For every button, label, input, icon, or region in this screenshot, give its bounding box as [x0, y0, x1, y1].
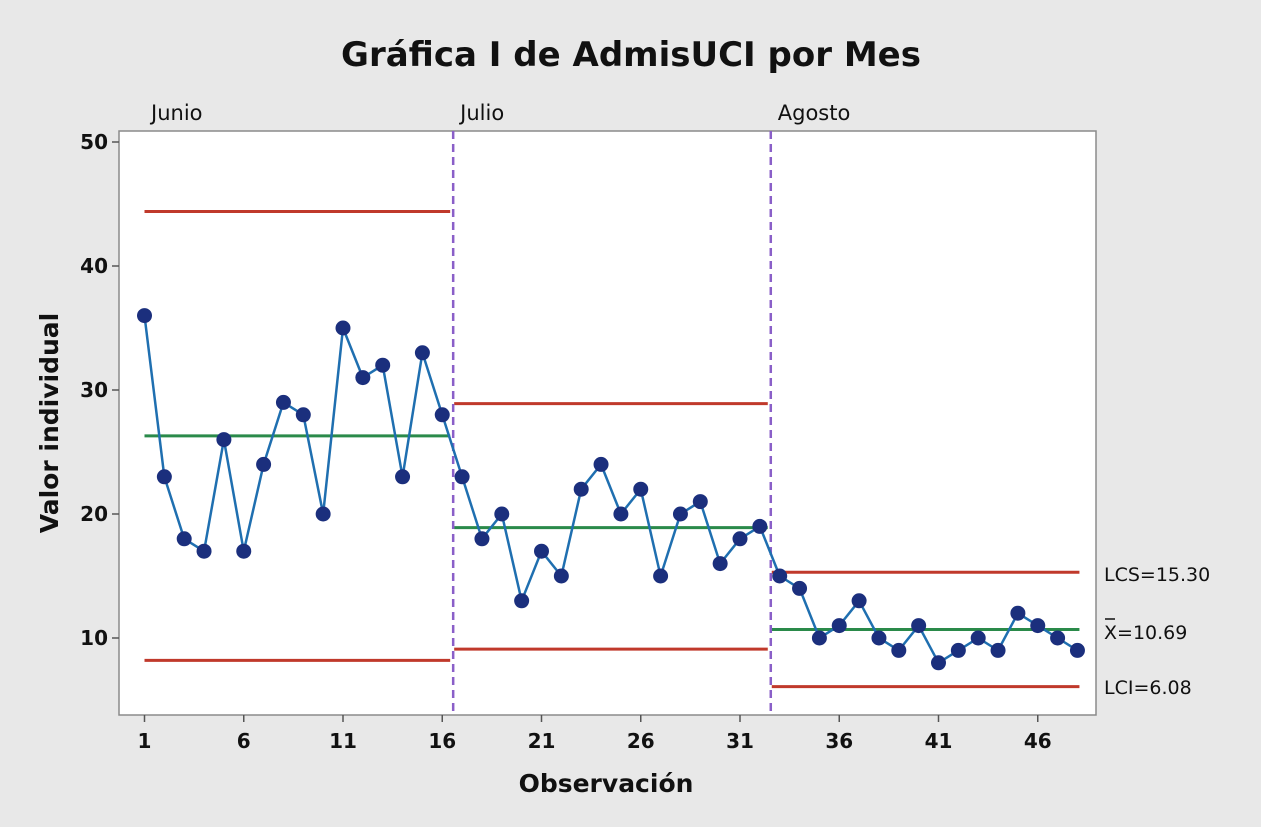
x-tick-label-26: 26: [627, 729, 655, 753]
data-series: [137, 308, 1085, 671]
data-point-5: [216, 432, 232, 448]
data-point-23: [573, 481, 589, 497]
data-point-29: [692, 494, 708, 510]
data-point-2: [156, 469, 172, 485]
data-point-13: [375, 357, 391, 373]
data-point-14: [395, 469, 411, 485]
data-point-26: [633, 481, 649, 497]
data-point-36: [831, 618, 847, 634]
y-tick-label-40: 40: [80, 254, 108, 278]
chart-title: Gráfica I de AdmisUCI por Mes: [341, 35, 921, 75]
data-point-47: [1050, 630, 1066, 646]
y-tick-label-30: 30: [80, 378, 108, 402]
data-point-11: [335, 320, 351, 336]
data-point-43: [970, 630, 986, 646]
data-point-19: [494, 506, 510, 522]
data-point-41: [931, 655, 946, 671]
x-tick-label-6: 6: [237, 729, 251, 753]
data-point-38: [871, 630, 887, 646]
data-point-48: [1069, 642, 1085, 658]
y-tick-label-10: 10: [80, 626, 108, 650]
x-tick-label-46: 46: [1024, 729, 1052, 753]
y-tick-label-50: 50: [80, 130, 108, 154]
control-limits: [144, 131, 1080, 715]
data-point-7: [256, 456, 272, 472]
data-point-6: [236, 543, 252, 559]
y-axis-label: Valor individual: [35, 313, 64, 533]
data-point-28: [672, 506, 688, 522]
data-point-22: [553, 568, 569, 584]
x-tick-label-11: 11: [329, 729, 357, 753]
x-axis-label: Observación: [519, 769, 694, 798]
limit-labels: LCS=15.30 X=10.69 LCI=6.08: [1104, 564, 1210, 699]
data-point-33: [772, 568, 788, 584]
mean-value: =10.69: [1117, 622, 1187, 644]
data-point-32: [752, 518, 768, 534]
ucl-label: LCS=15.30: [1104, 564, 1210, 586]
data-point-21: [534, 543, 549, 559]
data-point-35: [811, 630, 827, 646]
x-tick-label-31: 31: [726, 729, 754, 753]
mean-symbol: X: [1104, 622, 1117, 644]
data-point-37: [851, 593, 867, 609]
data-point-24: [593, 456, 609, 472]
data-point-44: [990, 642, 1006, 658]
data-point-39: [891, 642, 907, 658]
data-point-40: [911, 618, 927, 634]
x-tick-label-16: 16: [428, 729, 456, 753]
data-point-45: [1010, 605, 1026, 621]
data-point-31: [732, 531, 748, 547]
mean-label-group: X=10.69: [1104, 618, 1187, 644]
data-point-17: [454, 469, 470, 485]
data-point-30: [712, 556, 728, 572]
phase-label-junio: Junio: [149, 101, 203, 125]
data-point-20: [514, 593, 530, 609]
data-point-1: [137, 308, 152, 324]
data-point-25: [613, 506, 629, 522]
x-tick-label-21: 21: [528, 729, 556, 753]
data-point-15: [414, 345, 430, 361]
y-tick-label-20: 20: [80, 502, 108, 526]
x-tick-label-1: 1: [138, 729, 152, 753]
lcl-label: LCI=6.08: [1104, 677, 1192, 699]
data-point-4: [196, 543, 212, 559]
phase-label-julio: Julio: [458, 101, 504, 125]
data-point-46: [1030, 618, 1046, 634]
data-point-12: [355, 370, 371, 386]
phase-label-agosto: Agosto: [778, 101, 851, 125]
phase-labels: Junio Julio Agosto: [149, 101, 850, 125]
data-point-18: [474, 531, 490, 547]
mean-label: X=10.69: [1104, 622, 1187, 644]
data-point-3: [176, 531, 192, 547]
x-tick-label-36: 36: [825, 729, 853, 753]
data-point-27: [653, 568, 669, 584]
data-point-10: [315, 506, 331, 522]
data-point-9: [295, 407, 311, 423]
data-point-34: [792, 580, 808, 596]
plot-area: [118, 130, 1097, 716]
x-tick-label-41: 41: [925, 729, 953, 753]
data-point-16: [434, 407, 450, 423]
data-point-8: [275, 394, 291, 410]
data-point-42: [950, 642, 966, 658]
